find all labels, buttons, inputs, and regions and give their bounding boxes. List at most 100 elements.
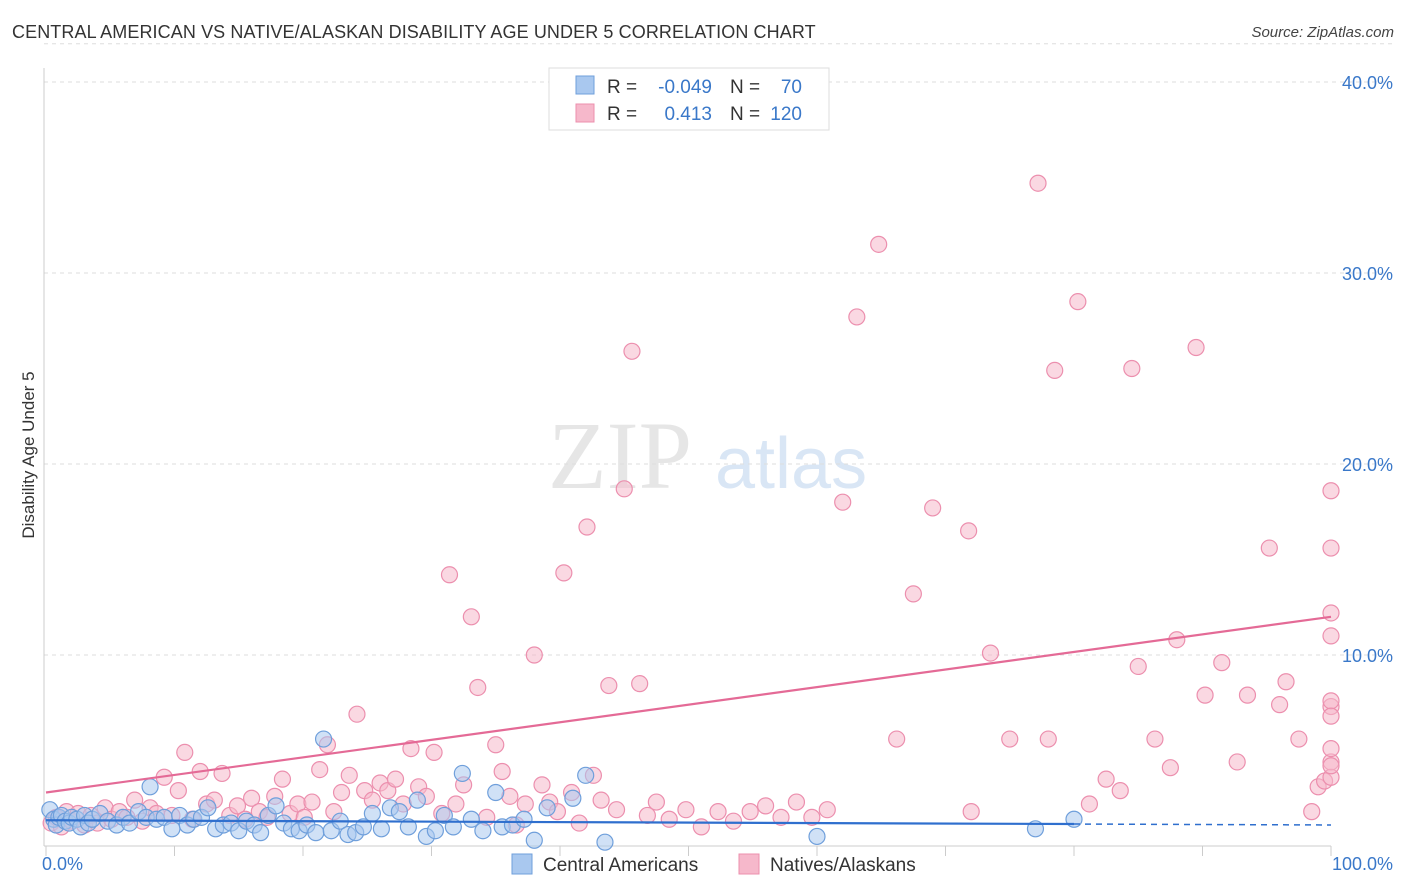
- legend-r-value-native: 0.413: [664, 104, 712, 125]
- native-alaskan-point: [1322, 757, 1340, 775]
- native-alaskan-point: [1213, 654, 1231, 672]
- central-american-point: [577, 766, 595, 784]
- native-alaskan-point: [447, 795, 465, 813]
- native-alaskan-point: [1303, 803, 1321, 821]
- central-american-point: [307, 824, 325, 842]
- native-alaskan-point: [960, 522, 978, 540]
- central-american-point: [474, 822, 492, 840]
- native-alaskan-point: [870, 235, 888, 253]
- series-legend-swatch-native: [738, 853, 760, 875]
- native-alaskan-point: [440, 566, 459, 584]
- central-american-point: [251, 824, 270, 842]
- native-alaskan-point: [962, 803, 980, 821]
- native-alaskan-point: [981, 644, 1000, 662]
- native-alaskan-point: [228, 797, 247, 815]
- native-alaskan-point: [1129, 657, 1147, 676]
- native-alaskan-point: [607, 801, 626, 819]
- native-alaskan-point: [1322, 627, 1340, 645]
- central-american-point: [444, 818, 462, 836]
- y-axis-label: Disability Age Under 5: [19, 371, 38, 538]
- native-alaskan-point: [303, 793, 321, 811]
- native-alaskan-point: [340, 766, 358, 784]
- native-alaskan-point: [724, 812, 743, 830]
- native-alaskan-point: [818, 801, 836, 819]
- central-american-point: [390, 803, 408, 821]
- native-alaskan-point: [425, 743, 443, 762]
- native-alaskan-point: [1196, 686, 1214, 704]
- native-alaskan-point: [1046, 361, 1064, 380]
- natives-alaskans-trend-line: [45, 615, 1332, 794]
- native-alaskan-point: [1228, 753, 1246, 771]
- native-alaskan-point: [1322, 692, 1340, 710]
- trend-lines: [45, 615, 1332, 826]
- native-alaskan-point: [311, 760, 329, 779]
- central-american-point: [808, 827, 826, 846]
- native-alaskan-point: [924, 499, 942, 517]
- series-legend: Central Americans Natives/Alaskans: [511, 853, 916, 876]
- native-alaskan-point: [623, 342, 641, 360]
- native-alaskan-point: [516, 795, 534, 813]
- legend-r-value-central: -0.049: [658, 77, 712, 98]
- native-alaskan-point: [888, 730, 906, 748]
- native-alaskan-point: [1322, 707, 1340, 725]
- native-alaskan-point: [1111, 782, 1129, 800]
- legend-n-value-native: 120: [770, 104, 802, 125]
- native-alaskan-point: [692, 818, 710, 836]
- native-alaskan-point: [1029, 174, 1047, 192]
- central-american-point: [141, 778, 159, 796]
- native-alaskan-point: [677, 801, 695, 819]
- native-alaskan-point: [1322, 482, 1340, 500]
- x-axis-ticks: 0.0% 100.0%: [42, 846, 1393, 874]
- native-alaskan-point: [1097, 770, 1115, 788]
- native-alaskan-point: [631, 675, 649, 693]
- native-alaskan-point: [243, 789, 261, 807]
- central-american-point: [525, 831, 543, 849]
- native-alaskan-point: [386, 770, 405, 788]
- legend-n-label-central: N =: [730, 77, 760, 98]
- native-alaskan-point: [848, 308, 866, 326]
- native-alaskan-point: [1290, 730, 1308, 748]
- y-tick-label: 20.0%: [1342, 455, 1393, 475]
- central-american-point: [596, 833, 614, 851]
- legend-n-value-central: 70: [781, 77, 802, 98]
- central-american-point: [515, 810, 533, 828]
- central-american-point: [435, 806, 453, 825]
- central-american-point: [314, 730, 333, 748]
- native-alaskan-point: [756, 797, 775, 815]
- series-legend-central: Central Americans: [543, 855, 698, 876]
- native-alaskan-point: [787, 793, 806, 811]
- native-alaskan-point: [600, 676, 618, 695]
- native-alaskan-point: [1123, 359, 1141, 378]
- central-american-point: [564, 789, 582, 807]
- native-alaskan-point: [1080, 795, 1099, 813]
- native-alaskan-point: [709, 803, 727, 821]
- central-american-point: [267, 797, 285, 815]
- legend-r-label-native: R =: [607, 104, 637, 125]
- native-alaskan-point: [660, 810, 678, 828]
- native-alaskan-point: [1161, 759, 1179, 777]
- native-alaskan-point: [1039, 730, 1057, 748]
- native-alaskan-point: [348, 705, 366, 723]
- native-alaskan-point: [533, 776, 551, 794]
- native-alaskan-point: [493, 762, 511, 781]
- native-alaskan-point: [1069, 293, 1087, 311]
- y-tick-label: 10.0%: [1342, 646, 1393, 666]
- native-alaskan-point: [592, 791, 610, 809]
- native-alaskan-point: [176, 743, 194, 762]
- native-alaskan-point: [904, 585, 922, 603]
- native-alaskan-point: [1277, 673, 1295, 691]
- central-american-point: [399, 818, 417, 836]
- native-alaskan-point: [647, 793, 665, 811]
- x-tick-label: 0.0%: [42, 854, 83, 874]
- y-tick-label: 40.0%: [1342, 73, 1393, 93]
- source-label: Source: ZipAtlas.com: [1251, 24, 1394, 41]
- central-american-point: [538, 799, 556, 817]
- native-alaskan-point: [803, 808, 821, 826]
- native-alaskan-point: [462, 608, 480, 626]
- native-alaskan-point: [402, 739, 420, 758]
- y-tick-label: 30.0%: [1342, 264, 1393, 284]
- native-alaskan-point: [1238, 686, 1257, 704]
- native-alaskan-point: [834, 493, 852, 511]
- central-americans-points: [41, 730, 1083, 851]
